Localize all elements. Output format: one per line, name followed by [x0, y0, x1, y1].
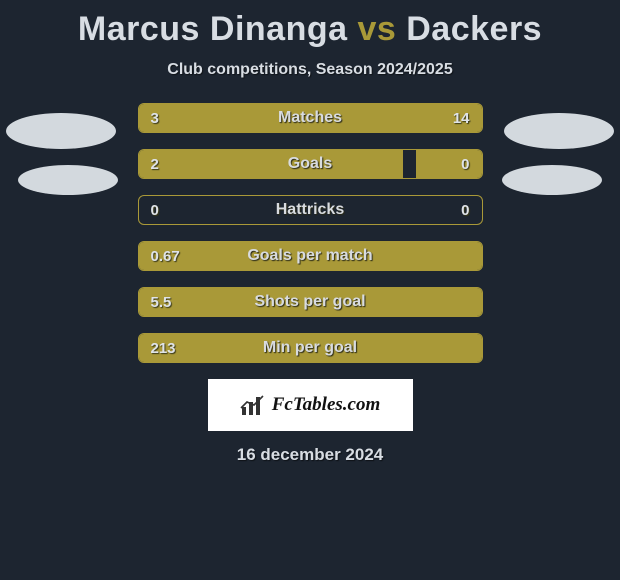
- title-player1: Marcus Dinanga: [78, 10, 348, 48]
- stat-label: Shots per goal: [139, 288, 482, 316]
- stat-row: 213Min per goal: [138, 333, 483, 363]
- player2-flag-placeholder: [502, 165, 602, 195]
- stat-label: Min per goal: [139, 334, 482, 362]
- player1-flag-placeholder: [18, 165, 118, 195]
- stat-row: 5.5Shots per goal: [138, 287, 483, 317]
- stat-label: Goals per match: [139, 242, 482, 270]
- stat-row: 0.67Goals per match: [138, 241, 483, 271]
- title-player2: Dackers: [406, 10, 542, 48]
- player2-avatar-placeholder: [504, 113, 614, 149]
- stat-label: Matches: [139, 104, 482, 132]
- chart-icon: [240, 395, 266, 415]
- subtitle: Club competitions, Season 2024/2025: [0, 61, 620, 79]
- comparison-chart: 314Matches 20Goals 00Hattricks 0.67Goals pe…: [0, 103, 620, 363]
- stat-row: 00Hattricks: [138, 195, 483, 225]
- stat-label: Hattricks: [139, 196, 482, 224]
- fctables-logo: FcTables.com: [208, 379, 413, 431]
- date: 16 december 2024: [0, 445, 620, 465]
- stat-row: 314Matches: [138, 103, 483, 133]
- stat-row: 20Goals: [138, 149, 483, 179]
- page-title: Marcus Dinanga vs Dackers: [0, 0, 620, 49]
- stat-rows: 314Matches 20Goals 00Hattricks 0.67Goals pe…: [138, 103, 483, 363]
- stat-label: Goals: [139, 150, 482, 178]
- title-vs: vs: [357, 10, 396, 48]
- logo-text: FcTables.com: [272, 394, 381, 416]
- player1-avatar-placeholder: [6, 113, 116, 149]
